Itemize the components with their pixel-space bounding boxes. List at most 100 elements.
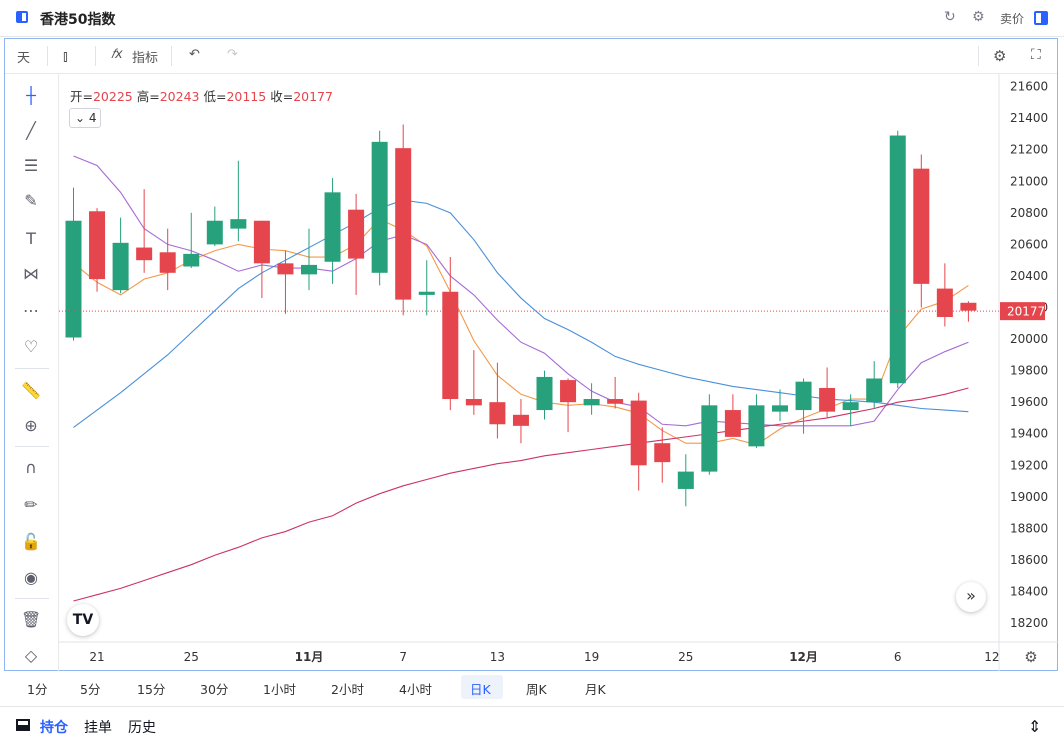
refresh-icon[interactable]: ↻: [944, 9, 956, 25]
ma-line-purple: [73, 155, 969, 427]
toolbar-divider: [978, 46, 979, 66]
candle-body: [65, 220, 82, 338]
current-price-label: 20177: [1007, 305, 1045, 319]
time-axis-settings-icon: ⚙: [1024, 648, 1037, 666]
horizontal-lines-icon[interactable]: ☰: [23, 156, 39, 175]
candle-body: [418, 291, 435, 295]
open-label: 开=: [70, 89, 93, 104]
heart-icon[interactable]: ♡: [23, 337, 39, 356]
redo-icon[interactable]: ↷: [227, 47, 238, 62]
period-1h[interactable]: 1小时: [263, 682, 296, 697]
tool-divider: [15, 598, 49, 599]
candle-body: [183, 253, 200, 267]
candle-body: [301, 264, 317, 275]
tab-orders[interactable]: 挂单: [84, 720, 112, 736]
x-tick-label: 19: [584, 650, 599, 664]
candle-body: [630, 400, 647, 466]
settings-toggle-icon[interactable]: ⚙: [972, 9, 985, 25]
period-15m[interactable]: 15分: [137, 682, 166, 697]
candle-body: [277, 263, 294, 275]
toolbar-divider: [95, 46, 96, 66]
x-tick-label: 21: [89, 650, 104, 664]
candle-body: [724, 410, 741, 437]
fullscreen-icon[interactable]: ⛶: [1031, 47, 1041, 63]
candlestick-chart[interactable]: 18200 18400 18600 18800 19000 19200 19400 19600…: [59, 74, 1058, 671]
toolbar-divider: [47, 46, 48, 66]
x-tick-label: 7: [399, 650, 407, 664]
trash-icon[interactable]: 🗑: [21, 610, 42, 629]
y-tick-label: 20600: [1010, 237, 1048, 251]
candle-body: [136, 247, 153, 261]
tab-positions[interactable]: 持仓: [40, 720, 68, 736]
indicators-button[interactable]: 指标: [132, 51, 159, 66]
y-tick-label: 19200: [1010, 458, 1048, 472]
y-tick-label: 21200: [1010, 143, 1048, 157]
measure-lines-icon[interactable]: ⋯: [23, 301, 39, 320]
tradingview-logo[interactable]: TV: [67, 604, 99, 636]
candle-body: [348, 209, 365, 259]
ma-collapse-button[interactable]: ⌄ 4: [69, 108, 101, 128]
candle-body: [795, 381, 812, 411]
candle-body: [819, 387, 836, 412]
period-4h[interactable]: 4小时: [399, 682, 432, 697]
ruler-icon[interactable]: 📏: [21, 381, 41, 400]
candle-body: [465, 399, 482, 406]
expand-panel-icon[interactable]: ⇕: [1028, 717, 1042, 736]
candle-body: [701, 405, 718, 472]
candle-body: [960, 302, 977, 311]
brush-icon[interactable]: ✎: [24, 191, 38, 210]
open-value: 20225: [92, 89, 133, 104]
tab-history[interactable]: 历史: [128, 720, 156, 736]
y-tick-label: 19000: [1010, 490, 1048, 504]
period-1mo[interactable]: 月K: [585, 682, 606, 697]
candle-body: [442, 291, 459, 400]
zoom-in-icon[interactable]: ⊕: [24, 416, 38, 435]
eye-icon[interactable]: ◉: [24, 568, 38, 587]
current-price-tag: [1000, 302, 1045, 321]
side-panel-icon[interactable]: [1034, 11, 1048, 25]
period-2h[interactable]: 2小时: [331, 682, 364, 697]
y-tick-label: 19600: [1010, 395, 1048, 409]
period-5m[interactable]: 5分: [80, 682, 101, 697]
lock-icon[interactable]: 🔓: [21, 532, 41, 551]
scroll-to-latest-button[interactable]: »: [956, 582, 986, 612]
x-tick-label: 12: [984, 650, 999, 664]
pattern-icon[interactable]: ⋈: [23, 264, 39, 283]
candle-body: [206, 220, 223, 245]
layers-icon[interactable]: ◇: [24, 646, 38, 665]
magnet-icon[interactable]: ∩: [25, 458, 37, 477]
candle-body: [89, 211, 106, 280]
period-1w[interactable]: 周K: [526, 682, 547, 697]
y-tick-label: 21400: [1010, 111, 1048, 125]
tool-divider: [15, 446, 49, 447]
period-1d[interactable]: 日K: [470, 682, 491, 697]
candle-type-icon[interactable]: ⫾: [63, 47, 68, 65]
chart-settings-icon[interactable]: ⚙: [993, 47, 1007, 65]
top-bar: 香港50指数 ↻ ⚙ 卖价: [0, 0, 1064, 37]
undo-icon[interactable]: ↶: [189, 47, 200, 62]
crosshair-icon[interactable]: ┼: [26, 86, 36, 105]
candle-body: [536, 376, 553, 411]
trend-line-icon[interactable]: ╱: [26, 121, 36, 140]
sell-price-toggle[interactable]: 卖价: [1000, 12, 1025, 26]
fx-icon[interactable]: 𝑓x: [111, 47, 123, 62]
period-1m[interactable]: 1分: [27, 682, 48, 697]
close-value: 20177: [293, 89, 333, 104]
panel-icon[interactable]: [16, 719, 30, 731]
bottom-panel-bar: 持仓 挂单 历史 ⇕: [0, 706, 1064, 743]
candle-body: [654, 443, 671, 463]
symbol-title: 香港50指数: [40, 12, 116, 28]
text-icon[interactable]: T: [26, 229, 36, 248]
y-tick-label: 18600: [1010, 553, 1048, 567]
candle-body: [913, 168, 930, 284]
x-tick-label: 11月: [295, 650, 324, 664]
candle-body: [866, 378, 883, 403]
lock-drawing-icon[interactable]: ✏: [24, 495, 38, 514]
interval-selector[interactable]: 天: [17, 51, 31, 66]
period-30m[interactable]: 30分: [200, 682, 229, 697]
chart-layout-icon[interactable]: [16, 11, 28, 23]
chart-frame: [4, 38, 1058, 671]
high-value: 20243: [159, 89, 200, 104]
low-value: 20115: [226, 89, 267, 104]
x-tick-label: 12月: [789, 650, 818, 664]
